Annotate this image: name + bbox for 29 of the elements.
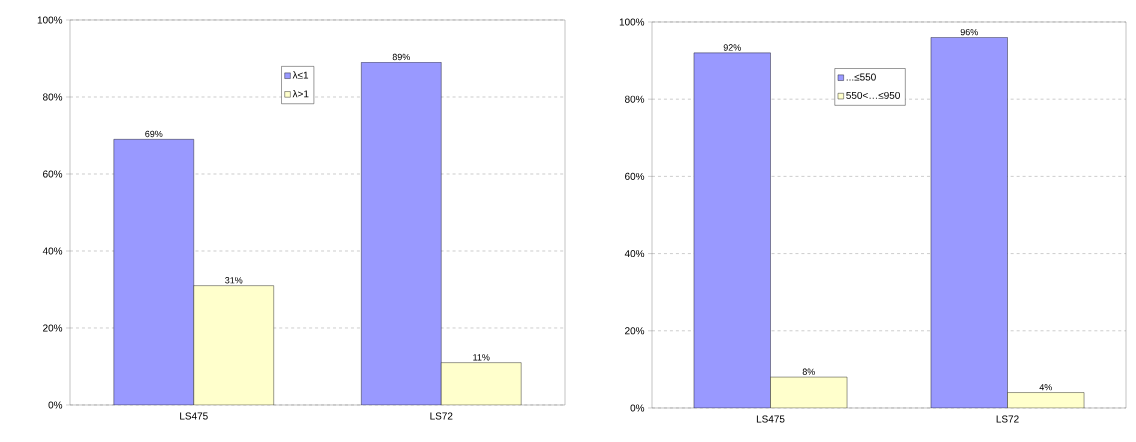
y-tick-label: 60% xyxy=(625,172,645,180)
data-label: 89% xyxy=(392,53,410,61)
data-label: 11% xyxy=(473,354,490,361)
y-tick-label: 100% xyxy=(37,16,63,24)
data-label: 92% xyxy=(723,44,741,51)
y-tick-label: 20% xyxy=(43,324,63,332)
data-label: 96% xyxy=(960,28,978,36)
x-tick-label: LS72 xyxy=(996,415,1019,423)
data-label: 8% xyxy=(802,368,815,375)
data-label: 31% xyxy=(225,277,243,284)
y-tick-label: 40% xyxy=(624,250,645,258)
y-tick-label: 20% xyxy=(625,327,645,335)
y-tick-label: 40% xyxy=(42,247,63,255)
x-tick-label: LS72 xyxy=(430,412,453,420)
y-tick-label: 100% xyxy=(619,18,645,26)
legend-label: 550<…≤950 xyxy=(846,91,900,99)
data-label: 4% xyxy=(1039,384,1052,391)
bar xyxy=(770,376,848,408)
y-tick-label: 80% xyxy=(625,95,645,103)
y-tick-label: 0% xyxy=(630,404,645,412)
x-tick-label: LS475 xyxy=(180,412,208,420)
legend-label: ...≤550 xyxy=(846,73,876,81)
y-tick-label: 60% xyxy=(43,170,63,178)
legend-label: λ>1 xyxy=(292,90,309,98)
y-tick-label: 0% xyxy=(48,401,63,409)
legend-label: λ≤1 xyxy=(292,71,309,79)
data-label: 69% xyxy=(145,130,163,138)
y-tick-label: 80% xyxy=(43,93,63,101)
x-tick-label: LS475 xyxy=(756,415,785,423)
